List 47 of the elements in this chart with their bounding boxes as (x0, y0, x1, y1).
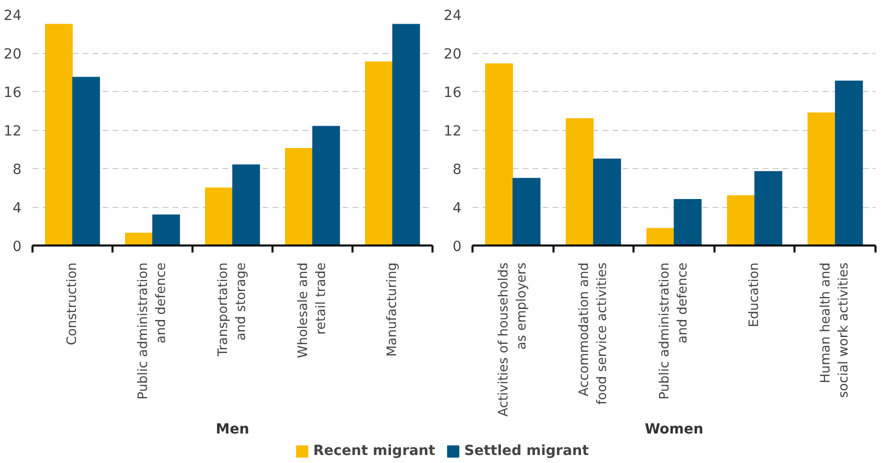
x-axis-title: Men (216, 422, 250, 438)
bar (205, 188, 233, 246)
bar (285, 148, 313, 246)
y-tick-label: 4 (12, 200, 22, 216)
bar (45, 24, 73, 246)
x-tick-label: Transportation and storage (216, 262, 249, 358)
x-tick-label: Activities of households as employers (496, 262, 530, 417)
y-tick-label: 20 (4, 46, 22, 62)
x-tick-label: Accommodation and food service activities (576, 262, 610, 405)
bar (125, 232, 153, 246)
y-tick-label: 8 (12, 162, 22, 178)
y-tick-label: 16 (4, 85, 22, 101)
y-tick-label: 12 (444, 124, 462, 140)
bar (365, 61, 393, 246)
x-tick-label: Wholesale and retail trade (296, 262, 329, 358)
bar (232, 164, 260, 246)
legend-label: Recent migrant (313, 443, 436, 459)
y-tick-label: 4 (452, 200, 462, 216)
y-tick-label: 24 (4, 8, 22, 24)
bar (152, 214, 180, 246)
bar (834, 80, 863, 246)
bar (754, 171, 782, 246)
bar (312, 126, 340, 246)
x-tick-label: Human health and social work activities (818, 262, 852, 398)
y-tick-label: 0 (12, 239, 22, 255)
bar (808, 112, 836, 246)
y-tick-label: 8 (452, 162, 462, 178)
bar (392, 24, 420, 246)
bar (72, 76, 100, 246)
y-tick-label: 12 (4, 124, 22, 140)
bar (566, 118, 594, 246)
x-axis-title: Women (644, 422, 704, 438)
bar (646, 228, 674, 246)
bar (674, 199, 702, 246)
x-tick-label: Public administration and defence (136, 262, 169, 400)
bar (512, 178, 540, 246)
legend-label: Settled migrant (464, 443, 589, 459)
y-tick-label: 24 (444, 8, 462, 24)
y-tick-label: 20 (444, 46, 462, 62)
bar (485, 63, 514, 246)
x-tick-label: Construction (65, 262, 80, 346)
x-tick-label: Manufacturing (385, 262, 400, 357)
y-tick-label: 16 (444, 85, 462, 101)
y-tick-label: 0 (452, 239, 462, 255)
bar (726, 195, 755, 246)
x-tick-label: Education (747, 262, 762, 328)
bar (593, 158, 622, 246)
